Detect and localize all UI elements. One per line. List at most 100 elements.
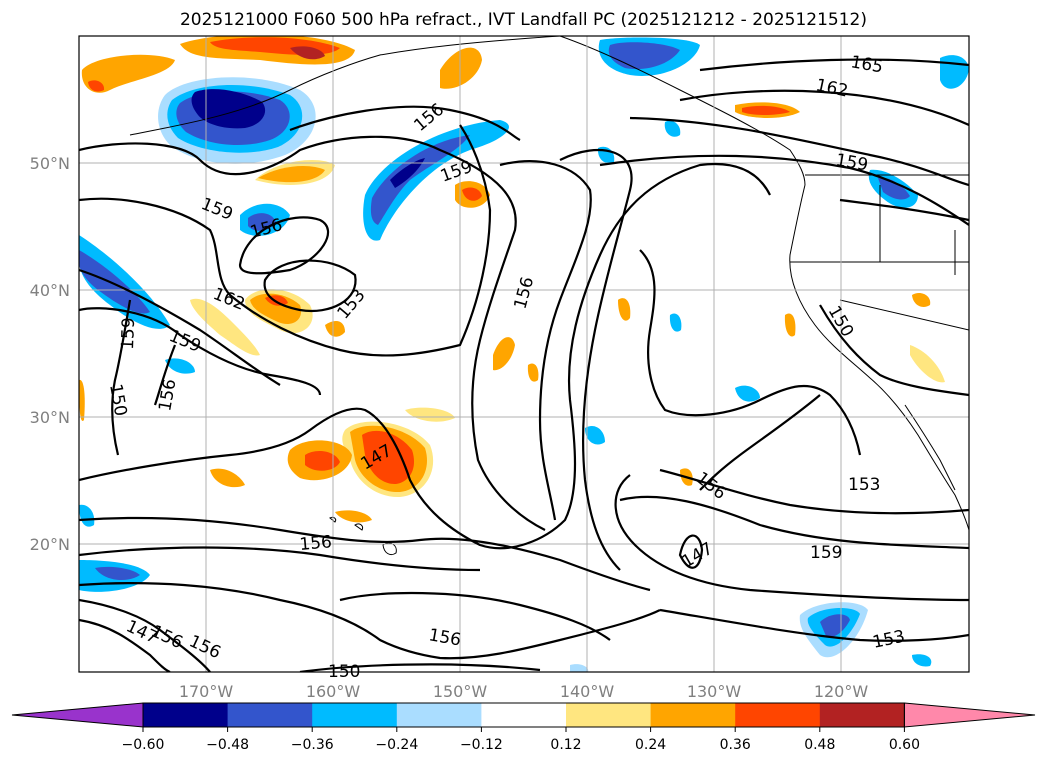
neg-anomaly-area (878, 177, 910, 200)
lon-tick-label: 120°W (814, 682, 869, 701)
colorbar: −0.60 −0.48 −0.36 −0.24 −0.12 0.12 0.24 0.36 0.4… (11, 702, 1036, 753)
pos-anomaly-area (305, 450, 340, 471)
pos-anomaly-area (250, 293, 302, 325)
contour-line (559, 148, 633, 571)
hawaii-islands (329, 516, 397, 556)
contour-line (79, 124, 492, 357)
contour-line (679, 89, 969, 127)
pos-anomaly-area (912, 293, 931, 307)
contour-layer (79, 58, 969, 672)
neg-anomaly-area (390, 158, 425, 188)
state-borders (790, 185, 969, 331)
pos-anomaly-area (742, 105, 790, 115)
contour-line (79, 598, 211, 672)
contour-line (79, 268, 281, 386)
contour-line (699, 58, 969, 72)
contour-line (79, 162, 771, 550)
pos-anomaly-area (784, 313, 796, 337)
contour-label: 153 (848, 475, 880, 495)
neg-anomaly-area (585, 425, 605, 445)
contour-line (614, 474, 969, 602)
contour-line (79, 307, 322, 396)
lat-tick-label: 30°N (30, 408, 70, 427)
neg-anomaly-area (79, 504, 95, 527)
neg-anomaly-area (165, 358, 195, 374)
colorbar-tick-label: 0.24 (635, 737, 666, 753)
north-america-west-coast (789, 184, 969, 531)
pos-anomaly-area (190, 298, 260, 356)
contour-line (639, 249, 862, 456)
neg-anomaly-area (95, 566, 140, 581)
contour-line (299, 663, 541, 672)
lat-tick-label: 50°N (30, 154, 70, 173)
contour-line (339, 591, 611, 641)
colorbar-segment (143, 703, 229, 727)
contour-label: 159 (118, 317, 139, 350)
contour-line (79, 546, 481, 572)
map-panel (79, 36, 969, 672)
pos-anomaly-area (493, 337, 515, 371)
lat-tick-label: 20°N (30, 535, 70, 554)
neg-anomaly-area (79, 235, 170, 329)
colorbar-segment (312, 703, 398, 727)
pos-anomaly-area (325, 320, 345, 337)
pos-anomaly-area (362, 430, 415, 485)
lon-tick-label: 130°W (687, 682, 742, 701)
contour-line (238, 216, 330, 275)
contour-label: 150 (328, 662, 360, 682)
neg-anomaly-area (669, 313, 682, 332)
pos-anomaly-area (462, 187, 482, 201)
contour-line (659, 468, 969, 515)
colorbar-segment (396, 703, 482, 727)
colorbar-frame (142, 702, 905, 728)
colorbar-tick-label: −0.36 (291, 737, 334, 753)
contour-line (678, 534, 704, 569)
neg-anomaly-area (608, 42, 680, 70)
contour-line (699, 394, 821, 491)
colorbar-segment (650, 703, 736, 727)
contour-labels: 165 162 156 159 159 159 156 162 153 156 … (105, 52, 907, 682)
contour-line (599, 154, 969, 226)
contour-line (79, 618, 171, 672)
colorbar-extend-max (903, 702, 1036, 728)
map-title: 2025121000 F060 500 hPa refract., IVT La… (179, 10, 867, 30)
colorbar-tick-label: 0.36 (720, 737, 751, 753)
colorbar-tick-label: −0.12 (460, 737, 503, 753)
pos-anomaly-area (88, 80, 105, 92)
colorbar-segment (227, 703, 313, 727)
pos-anomaly-area (405, 407, 455, 422)
colorbar-tick-label: 0.12 (550, 737, 581, 753)
pos-anomaly-area (210, 468, 245, 488)
neg-anomaly-area (79, 250, 150, 314)
colorbar-segment (566, 703, 652, 727)
colorbar-extend-min (11, 702, 144, 728)
neg-anomaly-area (820, 614, 850, 638)
contour-line (839, 198, 969, 222)
pos-anomaly-area (440, 47, 482, 89)
colorbar-tick-label: 0.60 (889, 737, 920, 753)
colorbar-tick-label: 0.48 (804, 737, 835, 753)
colorbar-segment (481, 703, 567, 727)
neg-anomaly-area (664, 120, 681, 137)
neg-anomaly-area (570, 664, 589, 672)
contour-line (819, 304, 969, 397)
contour-line (79, 582, 661, 660)
pos-anomaly-area (79, 379, 85, 421)
contour-line (289, 105, 521, 141)
contour-line (263, 259, 357, 313)
contour-line (153, 344, 177, 406)
baja-california (904, 404, 956, 491)
colorbar-segment (819, 703, 905, 727)
pos-anomaly-area (527, 363, 539, 382)
contour-line (619, 495, 969, 550)
contour-label: 159 (810, 543, 842, 563)
lon-tick-label: 140°W (560, 682, 615, 701)
pos-anomaly-area (335, 510, 372, 523)
neg-anomaly-area (912, 654, 932, 667)
contour-line (499, 160, 592, 521)
pos-anomaly-area (81, 54, 175, 93)
contour-label: 156 (299, 532, 333, 555)
contour-line (629, 116, 969, 187)
contour-line (79, 516, 651, 592)
